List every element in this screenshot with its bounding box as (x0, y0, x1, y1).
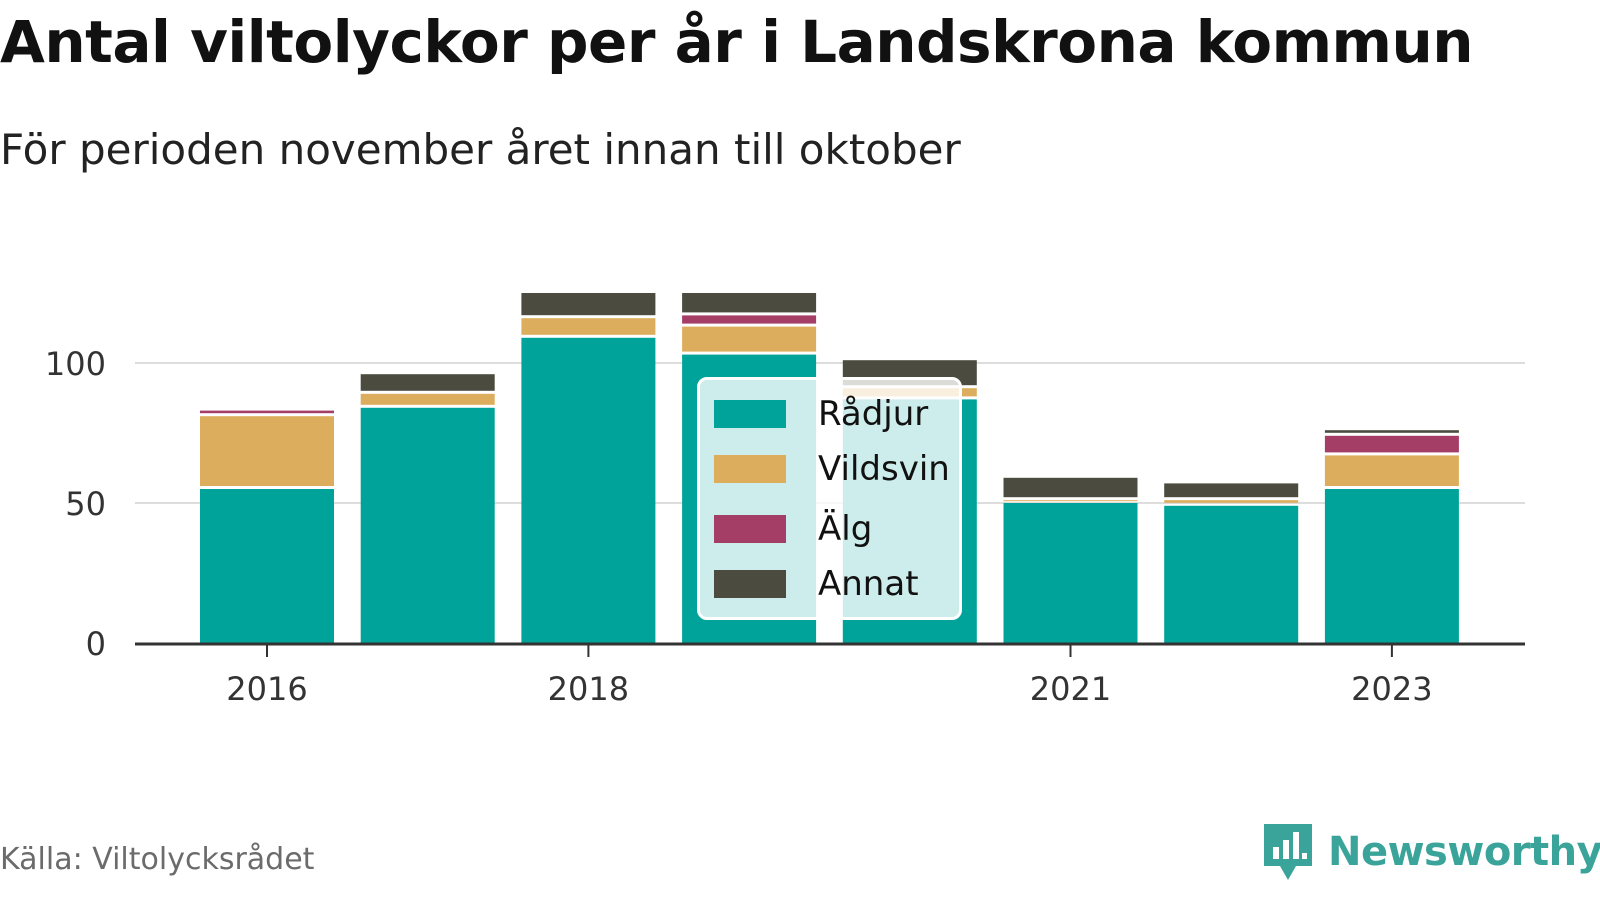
legend-swatch-radjur (714, 400, 786, 428)
bar-segment-älg-2019 (682, 315, 817, 324)
bar-segment-rådjur-2023 (1324, 489, 1459, 643)
chart-legend: Rådjur Vildsvin Älg Annat (697, 377, 962, 620)
bar-segment-annat-2017 (360, 374, 495, 391)
bar-segment-annat-2022 (1164, 483, 1299, 498)
brand-name: Newsworthy (1328, 829, 1600, 875)
x-tick-label: 2021 (1030, 670, 1111, 708)
legend-label-alg: Älg (818, 509, 873, 549)
bar-segment-rådjur-2018 (521, 337, 656, 643)
axes: 0 50 100 2016 2018 2021 2023 (45, 345, 1525, 708)
y-tick-label: 0 (86, 625, 106, 663)
y-tick-label: 100 (45, 345, 106, 383)
bar-segment-annat-2023 (1324, 430, 1459, 433)
bar-segment-rådjur-2017 (360, 407, 495, 643)
bar-segment-rådjur-2021 (1003, 503, 1138, 643)
legend-item-alg: Älg (714, 509, 872, 549)
x-tick-label: 2018 (548, 670, 629, 708)
legend-swatch-annat (714, 570, 786, 598)
legend-label-radjur: Rådjur (818, 394, 929, 434)
bar-segment-älg-2016 (200, 410, 334, 414)
bar-segment-rådjur-2022 (1164, 505, 1299, 643)
bar-segment-annat-2021 (1003, 477, 1138, 498)
newsworthy-logo-icon (1264, 824, 1312, 880)
bar-segment-annat-2018 (521, 293, 656, 316)
bar-segment-vildsvin-2017 (360, 393, 495, 405)
bar-segment-vildsvin-2018 (521, 318, 656, 335)
source-note: Källa: Viltolycksrådet (0, 842, 315, 877)
bar-segment-rådjur-2016 (200, 489, 334, 643)
y-tick-label: 50 (65, 485, 106, 523)
legend-item-vildsvin: Vildsvin (714, 449, 950, 489)
bar-segment-vildsvin-2022 (1164, 500, 1299, 503)
bar-segment-vildsvin-2023 (1324, 455, 1459, 486)
legend-swatch-vildsvin (714, 455, 786, 483)
bar-segment-vildsvin-2016 (200, 416, 334, 486)
bar-segment-annat-2019 (682, 293, 817, 313)
bar-segment-älg-2023 (1324, 435, 1459, 453)
x-tick-label: 2023 (1351, 670, 1432, 708)
x-tick-label: 2016 (226, 670, 307, 708)
bar-segment-vildsvin-2021 (1003, 500, 1138, 502)
brand-logo: Newsworthy (1262, 822, 1600, 882)
chart-subtitle: För perioden november året innan till ok… (0, 125, 961, 174)
chart-title: Antal viltolyckor per år i Landskrona ko… (0, 8, 1474, 76)
legend-swatch-alg (714, 515, 786, 543)
legend-item-radjur: Rådjur (714, 394, 928, 434)
legend-label-vildsvin: Vildsvin (818, 449, 950, 489)
legend-item-annat: Annat (714, 564, 919, 604)
legend-label-annat: Annat (818, 564, 919, 604)
bar-segment-vildsvin-2019 (682, 326, 817, 352)
